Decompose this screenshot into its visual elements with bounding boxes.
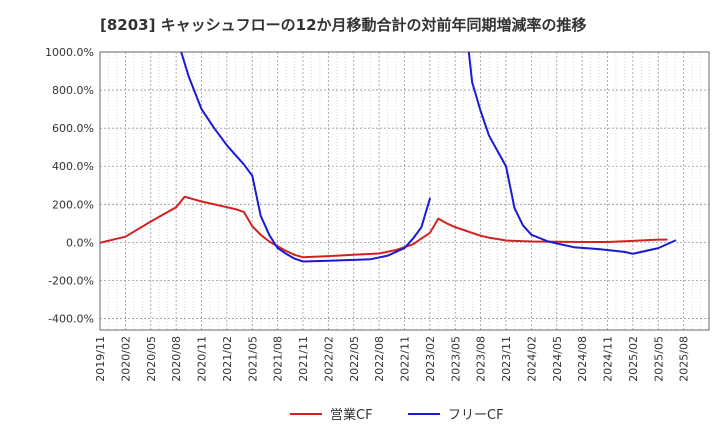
legend-label-0: 営業CF xyxy=(330,407,373,423)
x-tick-label: 2020/08 xyxy=(170,336,183,382)
legend-label-1: フリーCF xyxy=(448,408,504,423)
y-tick-label: 0.0% xyxy=(66,236,94,249)
y-tick-label: 600.0% xyxy=(52,122,94,135)
y-tick-label: 200.0% xyxy=(52,198,94,211)
y-tick-label: -400.0% xyxy=(48,313,94,326)
x-tick-label: 2021/05 xyxy=(246,336,259,382)
x-tick-label: 2024/11 xyxy=(602,336,615,382)
y-tick-label: 800.0% xyxy=(52,84,94,97)
series-layer xyxy=(100,52,677,263)
y-tick-label: 400.0% xyxy=(52,160,94,173)
grid xyxy=(100,51,709,330)
x-tick-label: 2022/11 xyxy=(399,336,412,382)
y-tick-label: -200.0% xyxy=(48,274,94,287)
x-tick-label: 2020/05 xyxy=(145,336,158,382)
x-tick-label: 2020/11 xyxy=(196,336,209,382)
x-tick-label: 2019/11 xyxy=(94,336,107,382)
x-tick-label: 2025/08 xyxy=(678,336,691,382)
y-tick-label: 1000.0% xyxy=(45,46,94,59)
x-tick-label: 2020/02 xyxy=(119,336,132,382)
x-tick-label: 2023/05 xyxy=(449,336,462,382)
series-line-1 xyxy=(180,52,431,263)
legend: 営業CF フリーCF xyxy=(290,407,504,423)
series-line-0 xyxy=(100,195,668,259)
x-tick-label: 2024/05 xyxy=(551,336,564,382)
y-axis: 1000.0% 800.0% 600.0% 400.0% 200.0% 0.0% -200.… xyxy=(45,46,94,326)
x-tick-label: 2023/02 xyxy=(424,336,437,382)
series-line-1 xyxy=(467,52,677,255)
x-tick-label: 2021/08 xyxy=(272,336,285,382)
x-tick-label: 2024/02 xyxy=(525,336,538,382)
plot-area xyxy=(99,51,710,331)
x-tick-label: 2023/08 xyxy=(475,336,488,382)
x-tick-label: 2023/11 xyxy=(500,336,513,382)
x-tick-label: 2025/05 xyxy=(652,336,665,382)
x-tick-label: 2021/11 xyxy=(297,336,310,382)
x-tick-label: 2022/05 xyxy=(348,336,361,382)
x-tick-label: 2022/02 xyxy=(322,336,335,382)
x-tick-label: 2021/02 xyxy=(221,336,234,382)
x-tick-label: 2025/02 xyxy=(627,336,640,382)
x-tick-label: 2022/08 xyxy=(373,336,386,382)
x-tick-label: 2024/08 xyxy=(576,336,589,382)
x-axis: 2019/11 2020/02 2020/05 2020/08 2020/11 2021/… xyxy=(94,336,691,382)
chart-title: [8203] キャッシュフローの12か月移動合計の対前年同期増減率の推移 xyxy=(100,16,587,34)
